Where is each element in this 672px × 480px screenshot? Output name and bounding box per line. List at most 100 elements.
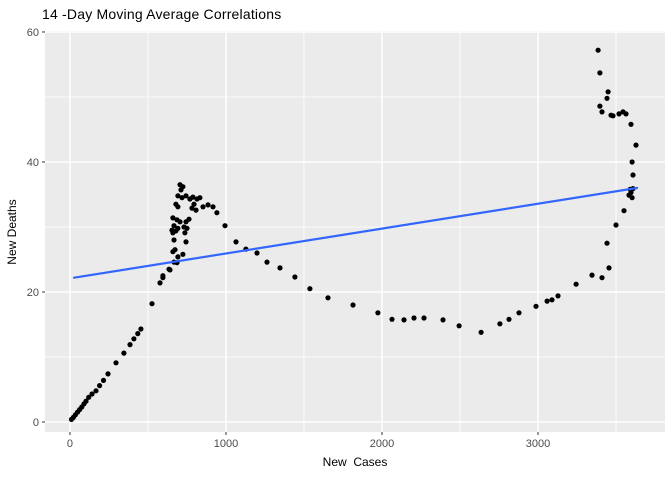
data-point xyxy=(189,205,195,211)
data-point xyxy=(190,194,196,200)
y-tick-label: 20 xyxy=(27,287,39,299)
data-point xyxy=(175,204,181,210)
data-point xyxy=(555,293,561,299)
x-tick-label: 0 xyxy=(67,438,73,450)
data-point xyxy=(506,316,512,322)
data-point xyxy=(131,336,137,342)
data-point xyxy=(127,342,133,348)
trend-line xyxy=(72,186,639,279)
data-point xyxy=(160,273,166,279)
data-point xyxy=(307,286,313,292)
data-point xyxy=(149,301,155,307)
data-point xyxy=(411,315,417,321)
data-point xyxy=(175,225,181,231)
chart-title: 14 -Day Moving Average Correlations xyxy=(42,6,282,22)
y-tick-label: 60 xyxy=(27,27,39,39)
data-point xyxy=(113,360,119,366)
data-point xyxy=(89,391,95,397)
data-point xyxy=(83,398,89,404)
data-point xyxy=(180,184,186,190)
y-axis-title: New Deaths xyxy=(5,199,19,265)
data-point xyxy=(325,295,331,301)
data-point xyxy=(478,329,484,335)
data-point xyxy=(97,383,103,389)
data-point xyxy=(171,223,177,229)
data-point xyxy=(183,239,189,245)
y-tick-label: 0 xyxy=(33,417,39,429)
data-point xyxy=(544,298,550,304)
data-point xyxy=(633,142,639,148)
data-point xyxy=(180,251,186,257)
data-point xyxy=(135,331,141,337)
x-axis-title: New Cases xyxy=(322,455,388,469)
data-point xyxy=(375,310,381,316)
data-point xyxy=(177,219,183,225)
data-point xyxy=(573,281,579,287)
plot-panel xyxy=(45,31,665,432)
data-point xyxy=(292,274,298,280)
data-point xyxy=(629,159,635,165)
data-point xyxy=(210,204,216,210)
data-point xyxy=(93,388,99,394)
data-point xyxy=(184,225,190,231)
data-point xyxy=(597,103,603,109)
data-point xyxy=(533,303,539,309)
data-points xyxy=(68,47,639,422)
x-tick-label: 1000 xyxy=(214,438,238,450)
data-point xyxy=(549,297,555,303)
data-point xyxy=(105,371,111,377)
data-point xyxy=(628,121,634,127)
data-point xyxy=(200,204,206,210)
data-point xyxy=(171,237,177,243)
data-point xyxy=(179,195,185,201)
data-point xyxy=(191,201,197,207)
data-point xyxy=(121,350,127,356)
data-point xyxy=(183,193,189,199)
data-point xyxy=(157,280,163,286)
data-point xyxy=(172,247,178,253)
data-point xyxy=(222,223,228,229)
gridlines xyxy=(45,31,665,432)
data-point xyxy=(186,216,192,222)
data-point xyxy=(100,377,107,383)
data-point xyxy=(254,250,260,256)
data-point xyxy=(604,95,610,101)
data-point xyxy=(86,394,92,400)
x-tick-label: 3000 xyxy=(526,438,550,450)
data-point xyxy=(264,259,270,265)
data-point xyxy=(182,230,188,236)
data-point xyxy=(629,195,635,201)
y-tick-label: 40 xyxy=(27,157,39,169)
data-point xyxy=(193,207,199,213)
data-point xyxy=(616,111,622,117)
data-point xyxy=(205,202,211,208)
data-point xyxy=(621,208,627,214)
data-point xyxy=(605,89,611,95)
data-point xyxy=(167,267,173,273)
data-point xyxy=(175,254,181,260)
data-point xyxy=(440,317,446,323)
data-point xyxy=(589,272,595,278)
data-point xyxy=(456,323,462,329)
data-point xyxy=(170,215,176,221)
data-point xyxy=(233,239,239,245)
data-point xyxy=(620,109,626,115)
data-point xyxy=(401,317,407,323)
data-point xyxy=(197,195,203,201)
data-point xyxy=(597,70,603,76)
data-point xyxy=(138,326,144,332)
data-point xyxy=(595,47,601,53)
data-point xyxy=(599,275,605,281)
data-point xyxy=(350,302,356,308)
data-point xyxy=(389,316,395,322)
data-point xyxy=(175,193,181,199)
data-point xyxy=(630,172,636,178)
data-point xyxy=(497,321,503,327)
data-point xyxy=(277,265,283,271)
data-point xyxy=(606,265,612,271)
data-point xyxy=(604,240,610,246)
data-point xyxy=(516,310,522,316)
data-point xyxy=(613,222,619,228)
